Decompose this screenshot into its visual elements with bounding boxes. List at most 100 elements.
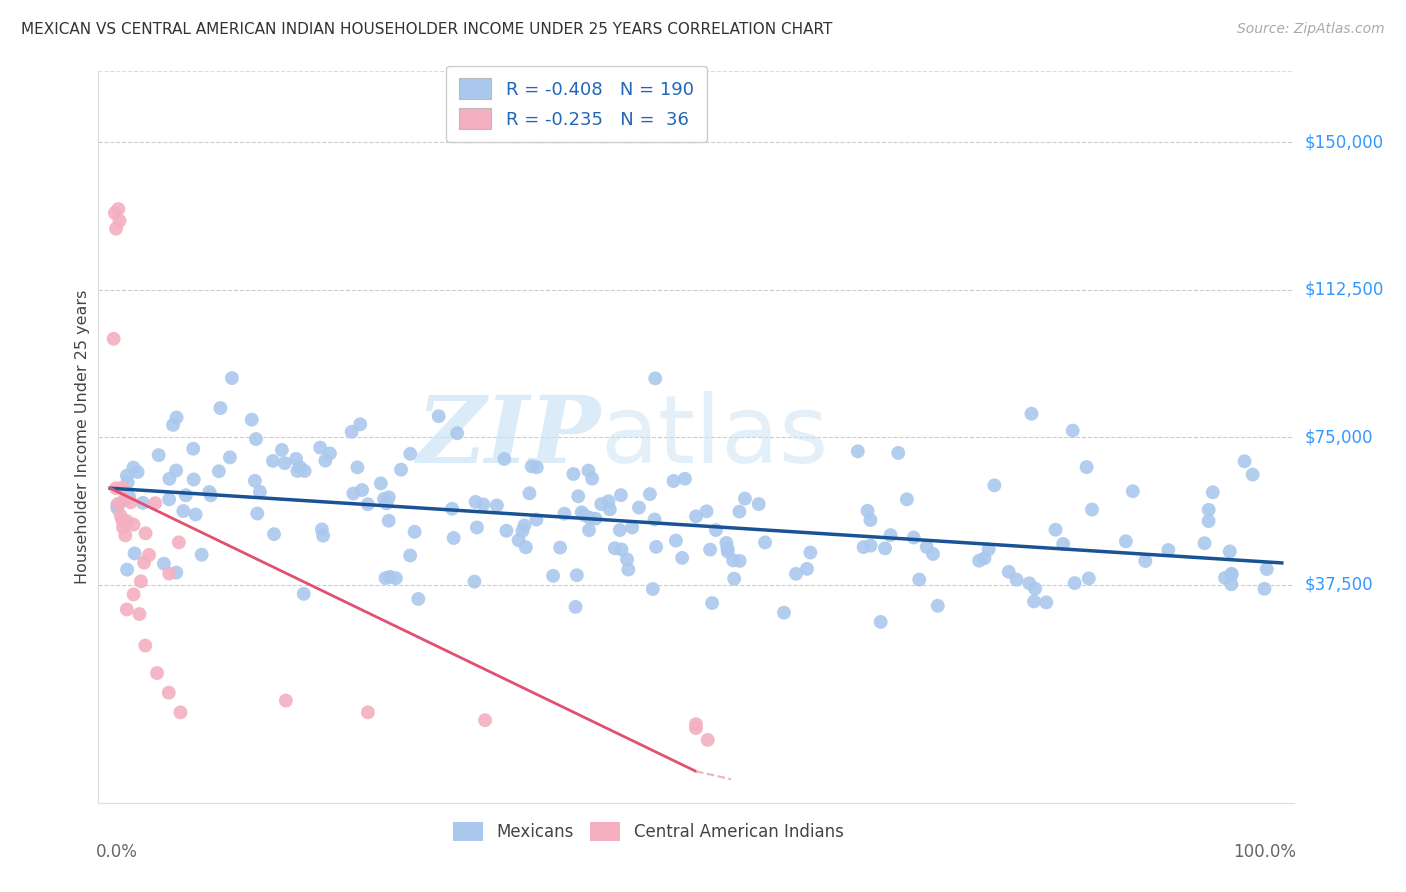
Point	[167, 535, 190, 549]
Point	[723, 572, 745, 586]
Point	[1076, 460, 1098, 475]
Point	[716, 541, 738, 556]
Text: 100.0%: 100.0%	[1233, 843, 1296, 861]
Point	[1077, 571, 1099, 585]
Point	[1035, 595, 1057, 609]
Point	[1062, 424, 1084, 438]
Point	[1022, 594, 1045, 608]
Point	[129, 574, 152, 589]
Point	[495, 524, 517, 538]
Point	[859, 513, 882, 527]
Point	[1220, 577, 1243, 591]
Point	[873, 541, 896, 556]
Point	[378, 570, 401, 584]
Point	[856, 504, 879, 518]
Point	[357, 706, 380, 720]
Point	[578, 510, 600, 524]
Point	[249, 484, 271, 499]
Point	[541, 568, 564, 582]
Point	[243, 474, 266, 488]
Y-axis label: Householder Income Under 25 years: Householder Income Under 25 years	[75, 290, 90, 584]
Point	[644, 371, 666, 385]
Point	[728, 554, 751, 568]
Point	[526, 460, 548, 475]
Point	[373, 491, 395, 506]
Point	[728, 505, 751, 519]
Point	[287, 464, 309, 478]
Point	[146, 666, 169, 681]
Point	[562, 467, 585, 481]
Point	[565, 568, 588, 582]
Point	[122, 587, 145, 601]
Point	[1005, 573, 1028, 587]
Point	[997, 565, 1019, 579]
Point	[598, 494, 620, 508]
Point	[1081, 502, 1104, 516]
Point	[349, 417, 371, 432]
Point	[494, 452, 516, 467]
Point	[122, 460, 145, 475]
Point	[209, 401, 232, 415]
Point	[671, 550, 693, 565]
Point	[115, 563, 138, 577]
Point	[702, 596, 724, 610]
Point	[174, 488, 197, 502]
Point	[638, 487, 661, 501]
Text: atlas: atlas	[600, 391, 828, 483]
Point	[108, 214, 131, 228]
Point	[599, 502, 621, 516]
Point	[685, 717, 707, 731]
Point	[157, 686, 180, 700]
Point	[852, 540, 875, 554]
Point	[1213, 571, 1236, 585]
Point	[564, 599, 586, 614]
Point	[616, 552, 638, 566]
Point	[915, 540, 938, 554]
Point	[274, 456, 297, 470]
Point	[644, 512, 666, 526]
Point	[246, 507, 269, 521]
Point	[1122, 484, 1144, 499]
Point	[157, 492, 180, 507]
Point	[352, 483, 374, 497]
Point	[107, 202, 129, 216]
Point	[441, 501, 464, 516]
Point	[104, 206, 127, 220]
Point	[138, 548, 160, 562]
Point	[519, 486, 541, 500]
Point	[1052, 537, 1074, 551]
Point	[908, 573, 931, 587]
Point	[112, 493, 135, 508]
Point	[378, 490, 401, 504]
Point	[754, 535, 776, 549]
Point	[340, 425, 363, 439]
Point	[748, 497, 770, 511]
Point	[105, 498, 128, 512]
Point	[734, 491, 756, 506]
Point	[627, 500, 650, 515]
Point	[799, 545, 821, 559]
Point	[1233, 454, 1256, 468]
Point	[591, 497, 613, 511]
Point	[399, 549, 422, 563]
Point	[977, 542, 1000, 557]
Point	[370, 476, 392, 491]
Point	[887, 446, 910, 460]
Point	[1045, 523, 1067, 537]
Point	[610, 542, 633, 557]
Point	[1157, 543, 1180, 558]
Point	[641, 582, 664, 596]
Point	[314, 453, 336, 467]
Point	[927, 599, 949, 613]
Point	[342, 486, 364, 500]
Point	[846, 444, 869, 458]
Point	[1115, 534, 1137, 549]
Point	[111, 481, 134, 495]
Point	[389, 463, 412, 477]
Point	[114, 528, 136, 542]
Point	[120, 495, 142, 509]
Point	[896, 492, 918, 507]
Point	[699, 542, 721, 557]
Point	[292, 587, 315, 601]
Point	[581, 472, 603, 486]
